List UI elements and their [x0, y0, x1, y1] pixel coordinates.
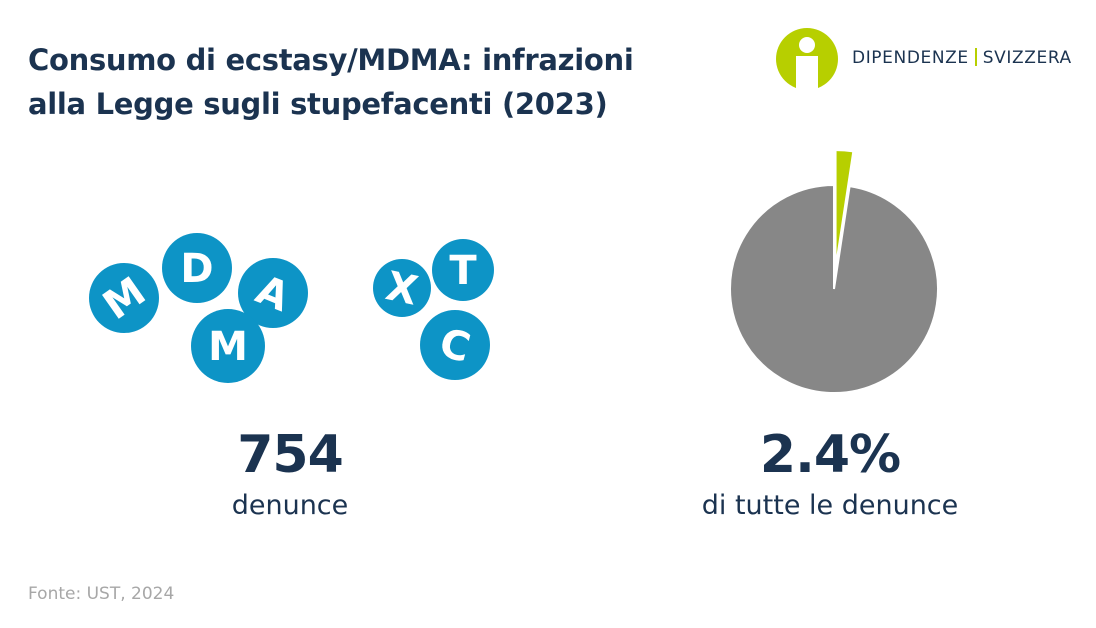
- pill-letter: D: [180, 246, 213, 292]
- pie-slice-ecstasy: [836, 151, 853, 256]
- pill-c: C: [420, 310, 490, 380]
- pill-t: T: [432, 239, 494, 301]
- title-line-2: alla Legge sugli stupefacenti (2023): [28, 87, 608, 121]
- source-note: Fonte: UST, 2024: [28, 584, 175, 604]
- pill-a: A: [238, 258, 308, 328]
- mdma-pills-illustration: M D A M X T C: [89, 233, 494, 383]
- logo-word-1: DIPENDENZE: [852, 48, 969, 68]
- logo: DIPENDENZE SVIZZERA: [776, 28, 1076, 90]
- pill-letter: T: [449, 248, 477, 294]
- logo-wordmark: DIPENDENZE SVIZZERA: [852, 48, 1072, 68]
- pill-m-1: M: [89, 263, 159, 333]
- pill-d: D: [162, 233, 232, 303]
- stat-count-value: 754: [237, 425, 344, 485]
- logo-separator: [974, 48, 977, 66]
- pie-slice-other: [729, 183, 939, 394]
- stat-share-label: di tutte le denunce: [701, 490, 959, 521]
- stat-count-label: denunce: [231, 490, 349, 521]
- person-i-icon: [776, 28, 838, 90]
- pill-letter: M: [208, 324, 248, 370]
- chart-title: Consumo di ecstasy/MDMA: infrazioni alla…: [28, 38, 634, 126]
- share-pie-chart: [729, 151, 939, 394]
- pill-x: X: [373, 259, 431, 317]
- title-line-1: Consumo di ecstasy/MDMA: infrazioni: [28, 43, 634, 77]
- stat-share-value: 2.4%: [759, 425, 901, 485]
- pill-m-2: M: [191, 309, 265, 383]
- logo-word-2: SVIZZERA: [982, 48, 1072, 68]
